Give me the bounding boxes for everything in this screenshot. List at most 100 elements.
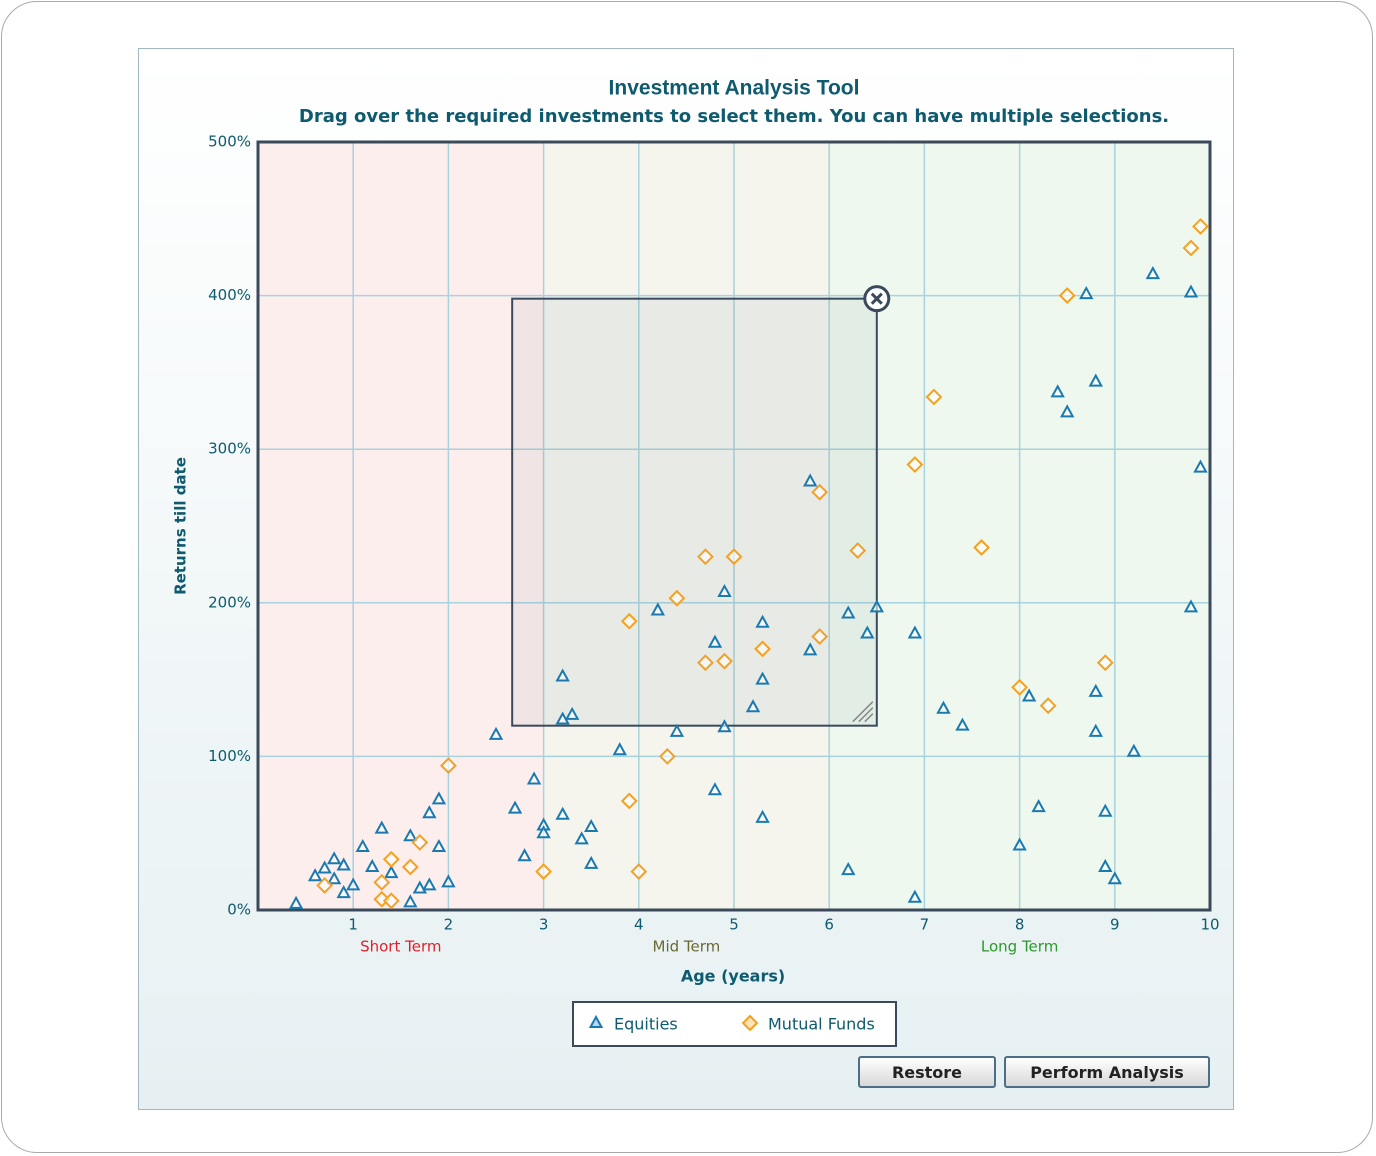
y-tick-label: 400% xyxy=(208,286,251,304)
y-tick-label: 500% xyxy=(208,133,251,151)
x-tick-label: 9 xyxy=(1110,916,1120,934)
point xyxy=(488,726,504,740)
point xyxy=(1192,218,1209,235)
x-tick-label: 8 xyxy=(1015,916,1025,934)
point xyxy=(1088,723,1103,737)
point xyxy=(811,628,829,646)
point xyxy=(1182,239,1200,257)
point xyxy=(658,747,676,765)
point xyxy=(507,800,523,814)
point xyxy=(802,642,818,656)
point xyxy=(620,612,638,630)
point xyxy=(307,868,323,882)
restore-button[interactable]: Restore xyxy=(858,1056,996,1088)
point xyxy=(860,625,875,639)
point xyxy=(725,548,743,566)
point xyxy=(907,889,923,903)
chart-subtitle: Drag over the required investments to se… xyxy=(299,106,1169,127)
point xyxy=(802,473,818,487)
point xyxy=(811,483,829,501)
legend-label: Mutual Funds xyxy=(768,1015,875,1034)
y-tick-label: 200% xyxy=(208,593,251,611)
x-tick-label: 3 xyxy=(539,916,549,934)
point xyxy=(382,850,400,868)
point xyxy=(431,791,447,805)
point xyxy=(584,855,599,869)
point xyxy=(1098,803,1113,817)
y-tick-label: 300% xyxy=(208,440,251,458)
close-cross xyxy=(870,292,883,305)
point xyxy=(1098,858,1113,872)
legend-label: Equities xyxy=(614,1015,678,1034)
point xyxy=(841,861,856,876)
point xyxy=(1058,287,1076,305)
perform-analysis-button[interactable]: Perform Analysis xyxy=(1004,1056,1210,1088)
selection-close[interactable] xyxy=(863,285,891,313)
x-tick-label: 6 xyxy=(824,916,834,934)
point xyxy=(431,838,447,853)
point xyxy=(668,589,686,607)
point xyxy=(697,654,714,672)
point xyxy=(1126,743,1142,757)
point xyxy=(650,602,666,616)
point xyxy=(422,805,437,819)
point xyxy=(1021,688,1037,702)
point xyxy=(1088,683,1103,697)
point xyxy=(574,831,589,845)
point xyxy=(326,851,342,865)
point xyxy=(1079,285,1094,300)
point xyxy=(403,828,418,842)
point xyxy=(355,838,370,853)
point xyxy=(707,634,723,648)
point xyxy=(1183,284,1199,298)
point xyxy=(526,771,542,785)
point xyxy=(422,877,437,891)
point xyxy=(555,711,570,725)
point xyxy=(755,671,770,685)
point xyxy=(716,652,733,670)
point xyxy=(1011,678,1029,696)
x-tick-label: 1 xyxy=(348,916,358,934)
point xyxy=(707,782,723,796)
point xyxy=(316,877,334,894)
point xyxy=(1012,837,1027,851)
point xyxy=(555,806,570,820)
point xyxy=(536,825,551,839)
point xyxy=(612,742,627,756)
point xyxy=(973,539,990,556)
x-tick-label: 5 xyxy=(729,916,739,934)
point xyxy=(1060,404,1075,418)
point xyxy=(346,877,361,891)
point xyxy=(517,848,532,862)
point xyxy=(403,894,418,908)
zone-band xyxy=(543,142,830,910)
x-tick-label: 10 xyxy=(1200,916,1219,934)
point xyxy=(907,625,923,639)
legend-box xyxy=(572,1001,897,1047)
point xyxy=(1088,373,1103,387)
point xyxy=(555,668,570,682)
x-tick-label: 2 xyxy=(444,916,454,934)
point xyxy=(535,863,553,881)
point xyxy=(1096,654,1114,672)
point xyxy=(1039,697,1057,715)
point xyxy=(1193,459,1208,473)
y-tick-label: 100% xyxy=(208,747,251,765)
zone-band xyxy=(258,142,544,910)
legend-marker xyxy=(588,1014,604,1028)
zone-label: Mid Term xyxy=(653,938,721,956)
point xyxy=(717,719,732,733)
point xyxy=(755,614,770,628)
point xyxy=(697,548,714,566)
y-axis-label: Returns till date xyxy=(172,457,190,595)
point xyxy=(754,640,771,658)
legend-marker xyxy=(741,1014,759,1032)
point xyxy=(630,863,648,881)
point xyxy=(955,717,970,731)
point xyxy=(869,599,884,613)
point xyxy=(1050,384,1065,398)
point xyxy=(317,860,332,874)
x-tick-label: 7 xyxy=(920,916,930,934)
